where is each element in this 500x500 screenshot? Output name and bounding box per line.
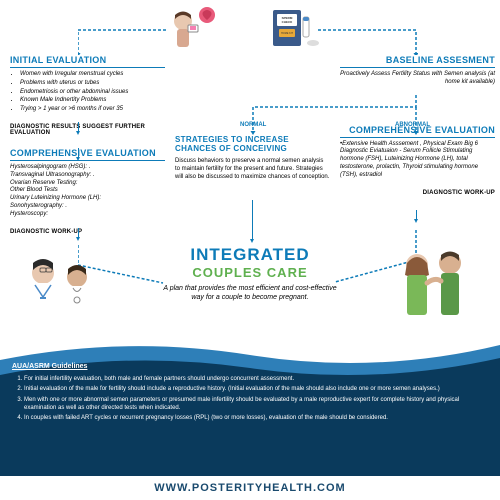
guidelines-title: AUA/ASRM Guidelines <box>12 362 488 372</box>
flowchart-area: SPERMCHECKHOME KIT INITIAL EVALUATION Wo… <box>0 0 500 335</box>
initial-eval-title: INITIAL EVALUATION <box>10 55 165 68</box>
arrow <box>252 200 253 240</box>
baseline-title: BASELINE ASSESMENT <box>340 55 495 68</box>
comprehensive-f-body: Hysterosalpingogram (HSG): . Transvagina… <box>10 164 165 219</box>
list-item: Known Male Indnertity Problems <box>20 97 165 105</box>
diag-workup-f: DIAGNOSTIC WORK-UP <box>10 227 165 237</box>
strategies-box: STRATEGIES TO INCREASE CHANCES OF CONCEI… <box>175 135 330 181</box>
initial-eval-box: INITIAL EVALUATION Women with Irregular … <box>10 55 165 114</box>
comprehensive-f-box: COMPREHENSIVE EVALUATION Hysterosalpingo… <box>10 148 165 219</box>
abnormal-label: ABNORMAL <box>395 122 430 128</box>
diag-suggest: DIAGNOSTIC RESULTS SUGGEST FURTHER EVALU… <box>10 122 165 138</box>
footer-url: WWW.POSTERITYHEALTH.COM <box>0 476 500 500</box>
arrow <box>78 122 79 132</box>
list-item: Trying > 1 year or >6 months if over 35 <box>20 106 165 114</box>
strategies-title: STRATEGIES TO INCREASE CHANCES OF CONCEI… <box>175 135 330 155</box>
arrow <box>78 148 79 158</box>
guideline-item: Men with one or more abnormal semen para… <box>24 396 488 413</box>
list-item: Endometriosis or other abdominal issues <box>20 89 165 97</box>
diag-workup-m: DIAGNOSTIC WORK-UP <box>340 188 495 198</box>
guideline-item: For initial infertility evaluation, both… <box>24 375 488 383</box>
doctors-illustration <box>15 255 110 330</box>
integrated-body: A plan that provides the most efficient … <box>145 284 355 302</box>
strategies-body: Discuss behaviors to preserve a normal s… <box>175 158 330 181</box>
integrated-care: INTEGRATEDCOUPLES CARE A plan that provi… <box>145 245 355 302</box>
initial-eval-list: Women with Irregular menstrual cycles Pr… <box>10 71 165 114</box>
guidelines-section: AUA/ASRM Guidelines For initial infertil… <box>12 362 488 425</box>
guideline-item: In couples with failed ART cycles or rec… <box>24 414 488 422</box>
integrated-subtitle: COUPLES CARE <box>145 265 355 280</box>
integrated-t1: INTEGRATED <box>145 245 355 265</box>
list-item: Problems with uterus or tubes <box>20 80 165 88</box>
comprehensive-m-body: •Extensive Health Asssement , Physical E… <box>340 141 495 180</box>
guideline-item: Initial evaluation of the male for ferti… <box>24 385 488 393</box>
list-item: Women with Irregular menstrual cycles <box>20 71 165 79</box>
integrated-title: INTEGRATEDCOUPLES CARE <box>145 245 355 280</box>
guidelines-list: For initial infertility evaluation, both… <box>12 375 488 423</box>
female-path: INITIAL EVALUATION Women with Irregular … <box>10 0 165 237</box>
couple-illustration <box>385 245 485 330</box>
arrow <box>416 210 417 220</box>
baseline-body: Proactively Assess Fertility Status with… <box>340 71 495 87</box>
strategies-path: STRATEGIES TO INCREASE CHANCES OF CONCEI… <box>175 0 330 189</box>
arrow <box>78 228 79 238</box>
comprehensive-f-title: COMPREHENSIVE EVALUATION <box>10 148 165 161</box>
baseline-box: BASELINE ASSESMENT Proactively Assess Fe… <box>340 55 495 87</box>
